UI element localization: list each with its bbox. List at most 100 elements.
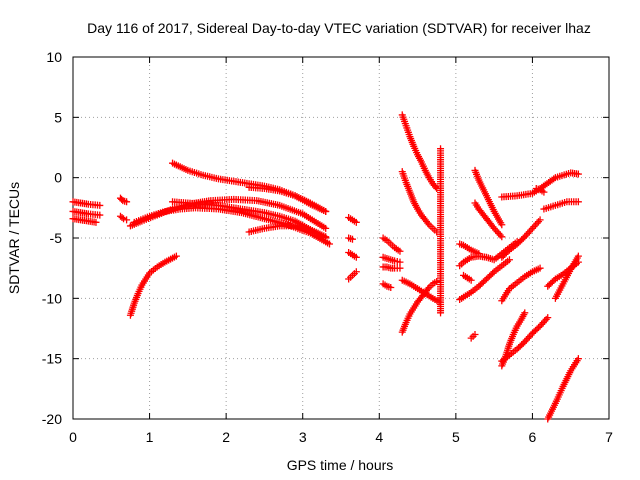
y-axis-label: SDTVAR / TECUs	[6, 182, 22, 294]
series-arc25	[437, 145, 445, 317]
data-point-marker	[352, 218, 360, 226]
data-point-marker	[396, 258, 404, 266]
series-arc15	[345, 248, 360, 261]
x-tick-label: 6	[529, 429, 537, 445]
series-arc26	[456, 238, 521, 270]
data-point-marker	[396, 247, 404, 255]
data-point-marker	[540, 188, 548, 196]
y-tick-label: -5	[50, 230, 63, 246]
data-point-marker	[352, 268, 360, 276]
data-point-marker	[475, 250, 483, 258]
data-point-marker	[544, 314, 552, 322]
series-arc05	[116, 212, 131, 224]
x-tick-label: 7	[605, 429, 613, 445]
data-point-marker	[535, 324, 543, 332]
data-point-marker	[437, 309, 445, 317]
series-arc20	[379, 280, 395, 291]
series-arc12	[245, 222, 330, 241]
data-point-marker	[498, 221, 506, 229]
data-point-marker	[96, 211, 104, 219]
series-arc42	[544, 355, 582, 423]
data-points	[69, 111, 582, 423]
series-arc35	[498, 264, 544, 305]
data-point-marker	[467, 276, 475, 284]
series-arc29	[460, 271, 475, 284]
series-arc13	[345, 213, 360, 226]
data-point-marker	[471, 331, 479, 339]
x-tick-label: 3	[299, 429, 307, 445]
data-point-marker	[123, 216, 131, 224]
y-tick-label: 0	[54, 170, 62, 186]
data-point-marker	[498, 233, 506, 241]
x-tick-label: 4	[375, 429, 383, 445]
series-arc33	[498, 169, 582, 201]
data-point-marker	[322, 224, 330, 232]
x-tick-label: 5	[452, 429, 460, 445]
series-arc14	[345, 234, 356, 243]
series-arc19	[379, 263, 404, 272]
data-point-marker	[519, 234, 527, 242]
y-tick-label: 10	[46, 49, 62, 65]
grid	[73, 57, 609, 419]
series-arc22	[398, 168, 441, 236]
data-point-marker	[118, 213, 126, 221]
data-point-marker	[120, 215, 128, 223]
data-point-marker	[574, 355, 582, 363]
x-tick-label: 1	[146, 429, 154, 445]
data-point-marker	[536, 216, 544, 224]
series-arc39	[540, 198, 582, 213]
series-arc03	[69, 215, 100, 226]
series-arc28	[456, 256, 513, 304]
x-axis-ticks: 0 1 2 3 4 5 6 7	[69, 57, 613, 445]
series-arc11	[245, 183, 330, 215]
y-tick-label: -10	[42, 290, 62, 306]
series-arc04	[116, 194, 131, 206]
series-arc36	[498, 309, 529, 370]
x-tick-label: 2	[222, 429, 230, 445]
data-point-marker	[352, 253, 360, 261]
series-arc08	[126, 252, 180, 319]
series-arc34	[498, 216, 544, 261]
data-point-marker	[433, 277, 441, 285]
series-arc21	[398, 111, 441, 193]
series-arc02	[69, 207, 104, 219]
data-point-marker	[519, 339, 527, 347]
series-arc27	[456, 240, 483, 258]
data-point-marker	[172, 252, 180, 260]
chart-title: Day 116 of 2017, Sidereal Day-to-day VTE…	[87, 20, 591, 36]
x-tick-label: 0	[69, 429, 77, 445]
data-point-marker	[123, 198, 131, 206]
data-point-marker	[424, 219, 432, 227]
data-point-marker	[387, 283, 395, 291]
series-arc01	[69, 198, 104, 209]
series-arc17	[379, 234, 404, 255]
data-point-marker	[92, 218, 100, 226]
data-point-marker	[322, 207, 330, 215]
data-point-marker	[574, 198, 582, 206]
data-point-marker	[424, 285, 432, 293]
series-arc38	[532, 185, 548, 196]
series-arc16	[345, 268, 360, 283]
data-point-marker	[574, 170, 582, 178]
data-point-marker	[96, 201, 104, 209]
series-arc37	[498, 314, 552, 365]
x-axis-label: GPS time / hours	[287, 457, 394, 473]
data-point-marker	[431, 183, 439, 191]
data-point-marker	[348, 235, 356, 243]
data-point-marker	[574, 252, 582, 260]
series-arc31	[471, 166, 506, 229]
data-point-marker	[521, 309, 529, 317]
series-arc24	[398, 277, 441, 336]
y-tick-label: -20	[42, 411, 62, 427]
data-point-marker	[322, 233, 330, 241]
series-arc41	[551, 252, 582, 302]
data-point-marker	[505, 256, 513, 264]
series-arc32	[471, 199, 506, 241]
data-point-marker	[396, 264, 404, 272]
y-tick-label: -15	[42, 351, 62, 367]
series-arc18	[379, 253, 404, 266]
data-point-marker	[536, 264, 544, 272]
series-arc30	[467, 331, 479, 342]
y-axis-ticks: -20 -15 -10 -5 0 5 10	[42, 49, 609, 427]
